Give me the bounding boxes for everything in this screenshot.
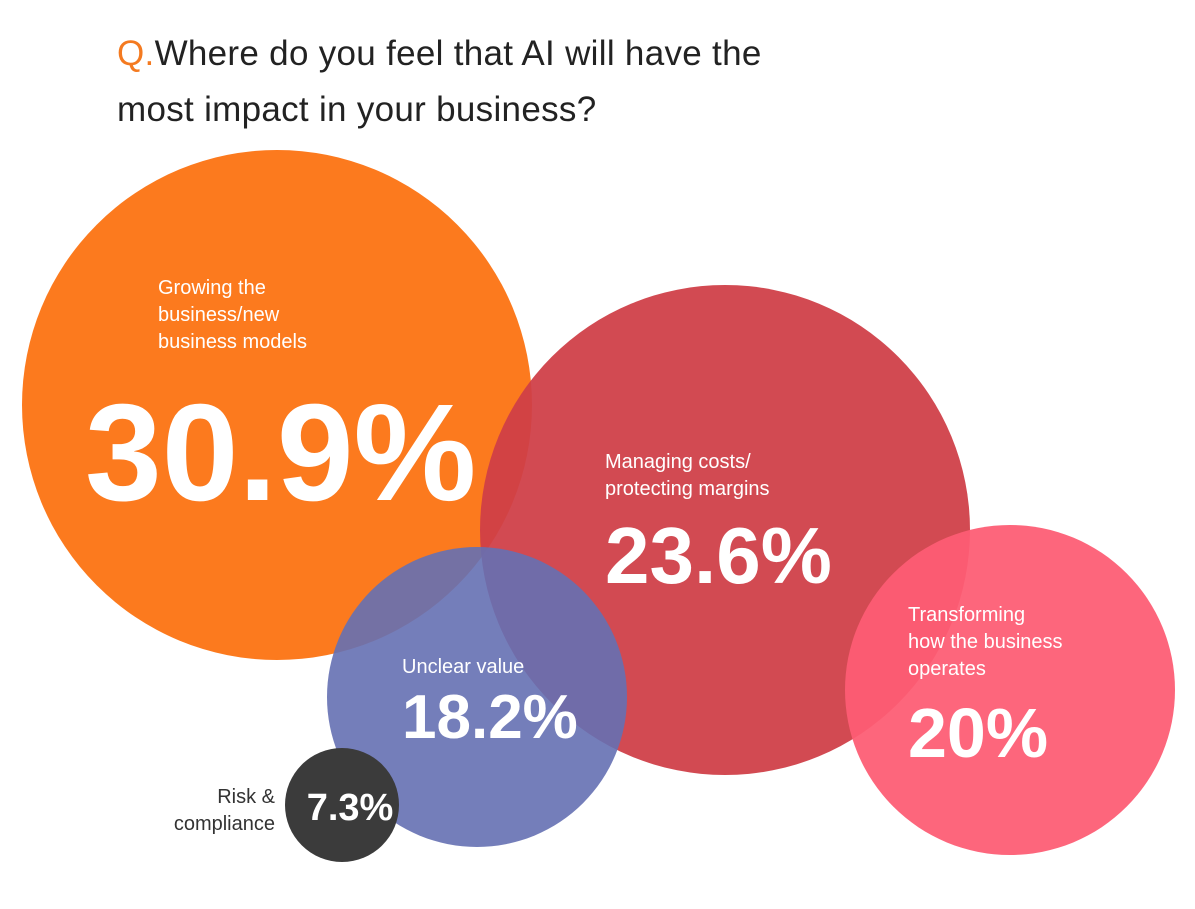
bubble (327, 547, 627, 847)
bubble (285, 748, 399, 862)
value-label: 7.3% (307, 787, 394, 829)
category-label: Risk & compliance (173, 786, 275, 835)
chart-title-block: Q.Where do you feel that AI will have th… (117, 26, 837, 138)
category-label: Growing the business/new business models (158, 277, 307, 353)
chart-title: Where do you feel that AI will have the … (117, 34, 762, 129)
category-label: Unclear value (402, 656, 525, 678)
bubble (845, 525, 1175, 855)
value-label: 30.9% (85, 376, 476, 530)
title-prefix: Q. (117, 34, 155, 73)
value-label: 23.6% (605, 511, 832, 600)
category-label: Managing costs/ protecting margins (605, 451, 770, 500)
category-label: Transforming how the business operates (908, 604, 1063, 680)
bubble (22, 150, 532, 660)
value-label: 18.2% (402, 683, 578, 752)
value-label: 20% (908, 694, 1048, 772)
